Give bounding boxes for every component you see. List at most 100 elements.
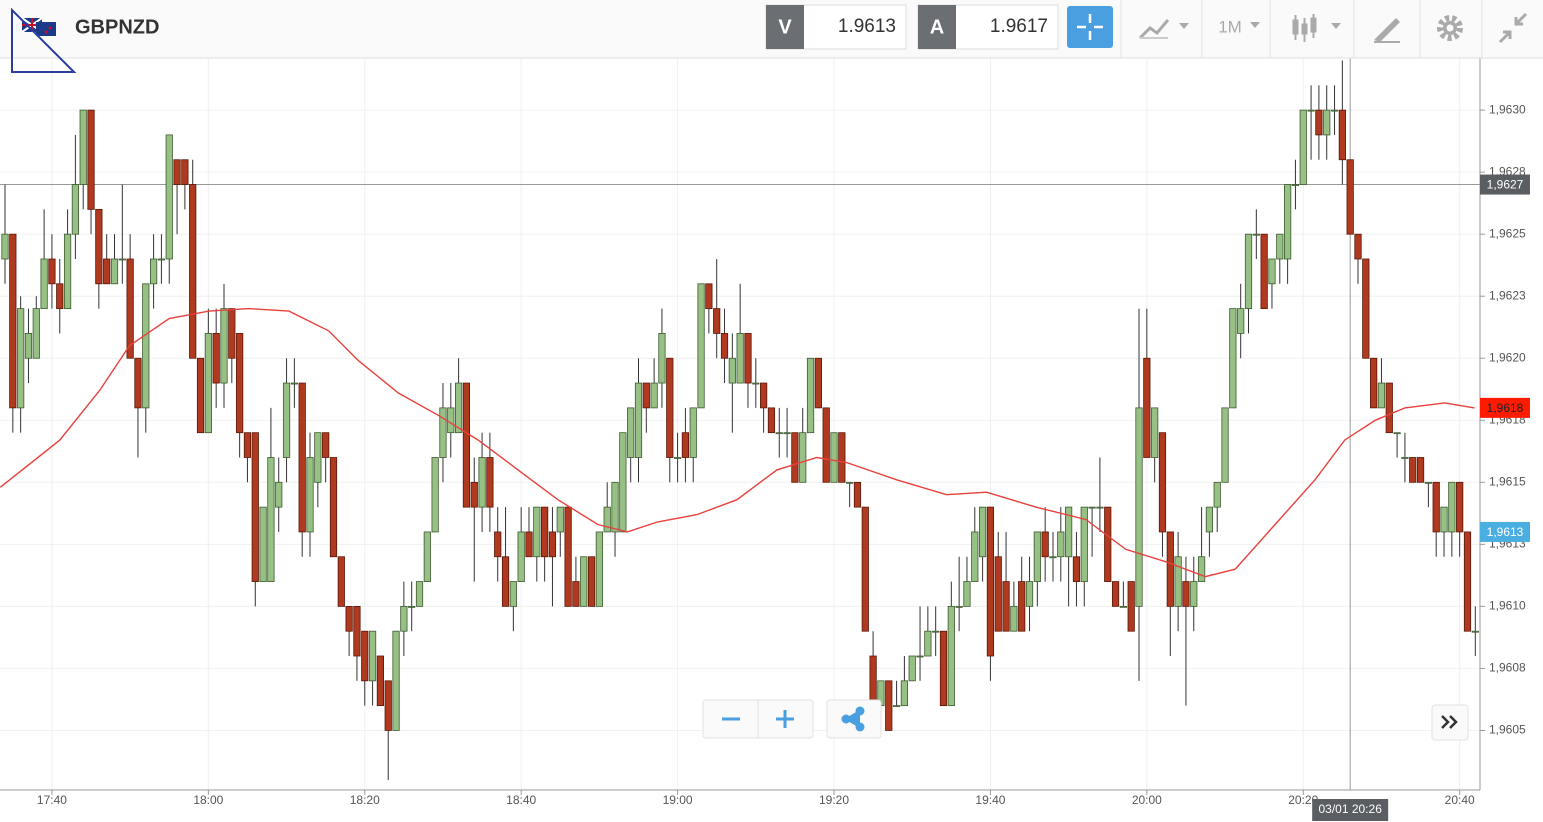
symbol: GBPNZD bbox=[75, 16, 159, 38]
candle-body bbox=[556, 506, 564, 533]
chart-type-button[interactable] bbox=[1138, 19, 1189, 40]
share-button[interactable] bbox=[841, 706, 865, 732]
bid-box[interactable]: V 1.9613 bbox=[765, 4, 907, 50]
candle-body bbox=[63, 233, 72, 310]
plot-background bbox=[0, 58, 1480, 790]
candle-body bbox=[650, 382, 658, 409]
candle-body bbox=[142, 283, 150, 409]
zoom-in[interactable] bbox=[776, 710, 794, 728]
candle-body bbox=[916, 655, 924, 658]
candle-body bbox=[1244, 233, 1253, 310]
candle-body bbox=[1213, 481, 1221, 508]
candle-body bbox=[986, 506, 995, 657]
candle-body bbox=[1158, 432, 1167, 533]
candle-body bbox=[322, 432, 330, 458]
candle-body bbox=[1338, 109, 1346, 161]
candle-body bbox=[110, 258, 119, 285]
candle-body bbox=[24, 333, 33, 359]
candle-body bbox=[509, 581, 517, 607]
crosshair-price-tag-label: 1,9627 bbox=[1487, 178, 1524, 192]
candle-body bbox=[1104, 506, 1112, 582]
candle-body bbox=[103, 258, 111, 285]
candle-body bbox=[1127, 581, 1135, 632]
candle-body bbox=[1025, 581, 1034, 607]
candle-body bbox=[275, 481, 283, 508]
candle-body bbox=[978, 506, 987, 558]
candle-body bbox=[1260, 233, 1268, 310]
candle-body bbox=[1041, 531, 1049, 558]
candle-body bbox=[806, 357, 815, 434]
candle-body bbox=[697, 283, 705, 409]
candle-body bbox=[282, 382, 291, 458]
candle-body bbox=[1385, 382, 1393, 434]
candle-body bbox=[243, 432, 252, 458]
candle-body bbox=[118, 258, 126, 261]
candle-body bbox=[830, 432, 838, 483]
candle-body bbox=[228, 308, 236, 359]
candle-body bbox=[337, 556, 345, 607]
candle-body bbox=[251, 432, 259, 582]
candle-body bbox=[48, 258, 56, 285]
candle-body bbox=[1291, 184, 1300, 186]
moving-average bbox=[0, 307, 1475, 578]
candle-body bbox=[885, 680, 893, 731]
candle-body bbox=[439, 407, 447, 458]
candle-body bbox=[423, 531, 431, 582]
candle-body bbox=[1307, 109, 1315, 112]
candle-body bbox=[525, 531, 533, 558]
candle-body bbox=[87, 109, 95, 210]
candle-body bbox=[1166, 531, 1174, 607]
candle-body bbox=[838, 432, 846, 483]
crosshair-price-tag bbox=[1480, 174, 1530, 195]
settings-button[interactable] bbox=[1437, 15, 1463, 41]
candle-body bbox=[1143, 357, 1151, 458]
draw-button[interactable] bbox=[1374, 18, 1400, 43]
candle-body bbox=[134, 357, 142, 409]
candle-body bbox=[126, 258, 134, 359]
ask-box[interactable]: A 1.9617 bbox=[917, 4, 1059, 50]
y-tick-label: 1,9623 bbox=[1489, 288, 1526, 302]
candle-body bbox=[95, 208, 103, 285]
timeframe-button[interactable]: 1M bbox=[1218, 17, 1260, 36]
candle-body bbox=[1088, 506, 1096, 509]
candle-body bbox=[361, 630, 369, 682]
last-price-tag bbox=[1480, 521, 1530, 542]
y-tick-label: 1,9625 bbox=[1489, 226, 1526, 240]
x-tick-label: 19:40 bbox=[975, 793, 1005, 807]
y-tick-label: 1,9630 bbox=[1489, 102, 1526, 116]
ma-price-tag bbox=[1480, 397, 1530, 418]
candle-body bbox=[1002, 581, 1010, 632]
candle-body bbox=[924, 630, 932, 657]
candle-body bbox=[1033, 531, 1041, 582]
candle-body bbox=[1065, 506, 1073, 558]
candle-body bbox=[1323, 109, 1331, 136]
candle-body bbox=[939, 630, 948, 707]
y-tick-label: 1,9615 bbox=[1489, 474, 1526, 488]
candle-body bbox=[791, 432, 799, 483]
collapse-button[interactable] bbox=[1498, 12, 1528, 44]
ask-price: 1.9617 bbox=[990, 16, 1048, 37]
candle-body bbox=[603, 506, 611, 533]
y-tick-label: 1,9610 bbox=[1489, 599, 1526, 613]
candle-body bbox=[196, 357, 205, 434]
candle-body bbox=[181, 159, 189, 185]
candle-body bbox=[548, 531, 557, 558]
scroll-right[interactable] bbox=[1441, 715, 1458, 729]
flag-icon bbox=[11, 7, 77, 73]
candle-body bbox=[1370, 357, 1378, 409]
candle-body bbox=[720, 333, 729, 359]
candle-body bbox=[259, 506, 267, 582]
candle-body bbox=[853, 481, 862, 508]
candle-style-button[interactable] bbox=[1292, 14, 1341, 42]
candle-body bbox=[32, 308, 40, 359]
candle-body bbox=[775, 432, 783, 435]
crosshair-button[interactable] bbox=[1067, 6, 1113, 48]
candle-body bbox=[189, 184, 197, 359]
candle-body bbox=[1, 233, 9, 260]
candle-body bbox=[1377, 382, 1386, 409]
candle-body bbox=[408, 605, 416, 608]
candle-body bbox=[1424, 481, 1432, 484]
candle-body bbox=[705, 283, 713, 310]
candle-body bbox=[1401, 457, 1409, 459]
